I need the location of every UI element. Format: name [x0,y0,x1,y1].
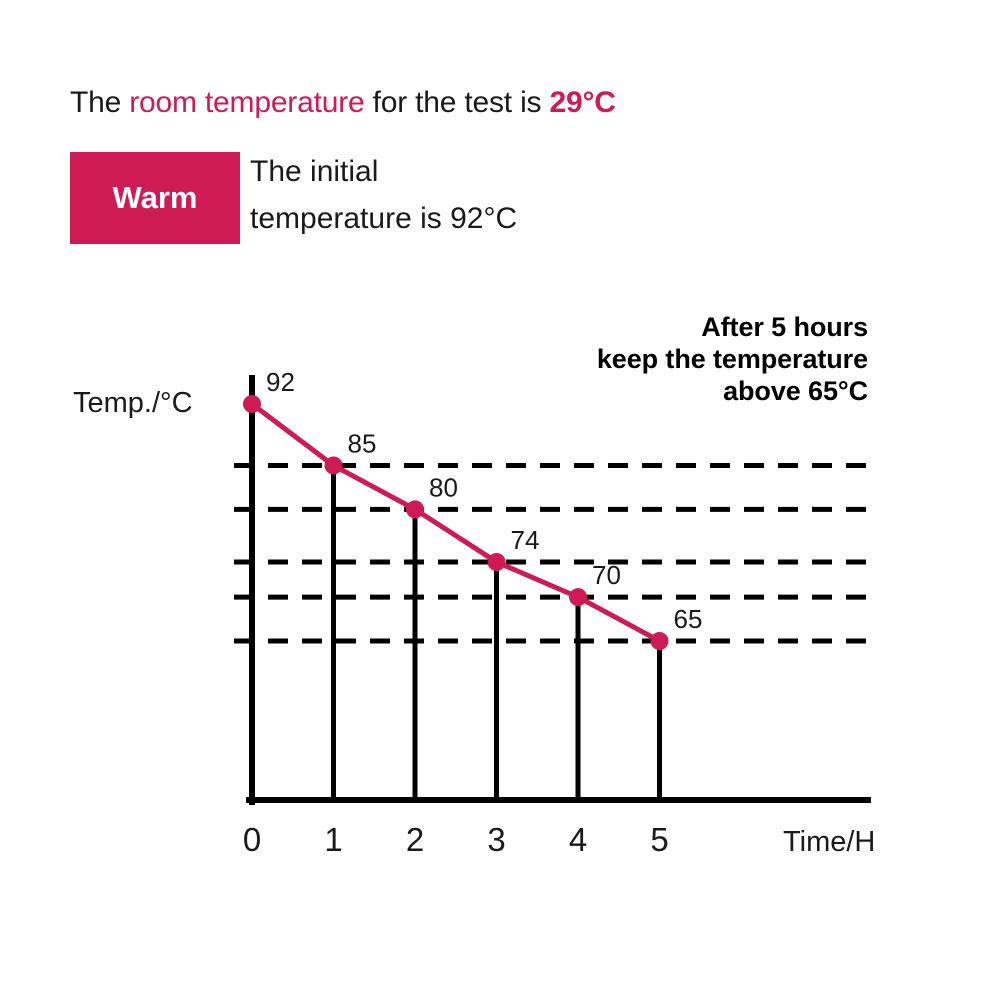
x-axis-title: Time/H [783,826,875,858]
warm-badge: Warm [70,152,240,244]
data-point-marker [243,395,261,413]
point-label-hour-3: 74 [511,525,540,555]
data-point-marker [406,500,424,519]
x-tick-label-3: 3 [487,821,505,858]
chart-annotation: After 5 hours keep the temperature above… [597,311,868,407]
headline-prefix: The [70,86,130,119]
temperature-series-markers [243,395,669,650]
data-point-marker [650,632,669,650]
x-tick-label-4: 4 [569,821,587,858]
initial-temperature-line1: The initial [250,155,379,188]
data-point-marker [324,456,343,475]
temperature-series-line [249,401,662,644]
point-label-hour-0: 92 [266,367,295,397]
data-point-marker [569,588,587,607]
headline-accent-room-temperature: room temperature [129,86,365,119]
x-tick-label-2: 2 [406,821,424,858]
x-tick-label-0: 0 [243,821,261,858]
room-temperature-headline: The room temperature for the test is 29°… [70,84,616,122]
drop-lines [331,465,662,800]
point-label-hour-5: 65 [674,604,703,634]
point-label-hour-4: 70 [592,560,621,590]
y-axis-title: Temp./°C [73,387,193,419]
dashed-grid-lines [234,462,880,644]
point-value-labels: 92 85 80 74 70 65 [266,367,702,634]
data-point-marker [487,553,506,571]
annotation-line-2: keep the temperature [596,344,868,374]
initial-temperature-text: The initial temperature is 92°C [250,148,680,242]
initial-temperature-line2: temperature is 92°C [250,202,518,235]
annotation-line-1: After 5 hours [701,312,868,342]
point-label-hour-2: 80 [429,472,458,502]
annotation-line-3: above 65°C [723,376,868,406]
x-axis-tick-labels: 0 1 2 3 4 5 [243,821,669,858]
warm-badge-label: Warm [112,180,198,215]
headline-middle: for the test is [364,86,550,119]
point-label-hour-1: 85 [348,428,377,458]
x-tick-label-1: 1 [324,821,342,858]
headline-room-temperature-value: 29°C [549,86,616,119]
x-tick-label-5: 5 [650,821,668,858]
